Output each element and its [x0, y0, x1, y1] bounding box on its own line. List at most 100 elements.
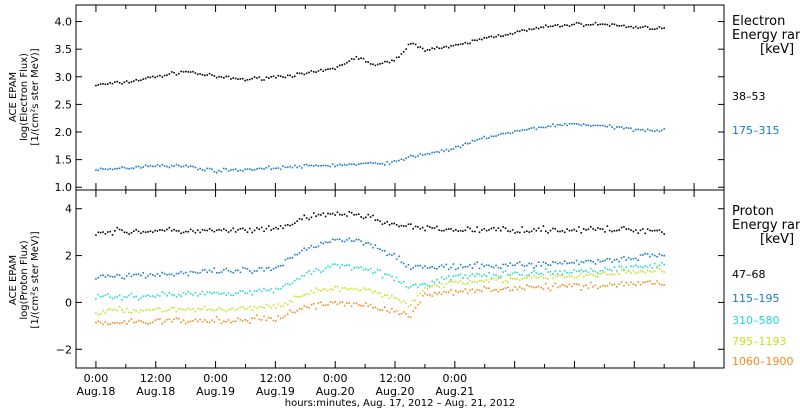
proton-data-point [272, 227, 275, 230]
proton-data-point [476, 261, 478, 263]
proton-data-point [310, 216, 313, 219]
proton-data-point [99, 231, 102, 234]
proton-data-point [372, 272, 374, 274]
proton-data-point [142, 295, 145, 298]
proton-data-point [637, 232, 639, 234]
proton-data-point [530, 272, 533, 274]
electron-data-point [601, 23, 604, 25]
proton-data-point [244, 267, 246, 270]
proton-data-point [521, 264, 523, 266]
electron-data-point [620, 126, 623, 128]
proton-data-point [381, 309, 384, 312]
electron-data-point [526, 30, 528, 32]
electron-data-point [284, 166, 287, 169]
proton-data-point [459, 229, 462, 232]
electron-data-point [327, 164, 329, 167]
proton-data-point [504, 270, 507, 272]
proton-data-point [315, 267, 317, 270]
electron-data-point [592, 124, 594, 127]
proton-data-point [457, 281, 459, 284]
proton-data-point [556, 230, 559, 233]
proton-data-point [589, 281, 592, 284]
proton-data-point [225, 294, 227, 297]
electron-data-point [407, 156, 410, 158]
proton-data-point [514, 264, 516, 266]
proton-data-point [133, 273, 135, 276]
proton-data-point [407, 315, 410, 318]
electron-data-point [114, 81, 116, 83]
electron-data-point [303, 73, 306, 76]
proton-data-point [111, 297, 114, 300]
electron-data-point [402, 159, 405, 161]
proton-data-point [620, 256, 623, 259]
proton-data-point [237, 307, 239, 310]
electron-data-point [476, 39, 478, 42]
proton-data-point [597, 276, 599, 278]
proton-data-point [535, 276, 538, 279]
proton-data-point [604, 231, 606, 233]
electron-data-point [346, 61, 348, 64]
proton-data-point [367, 213, 370, 216]
proton-data-point [104, 321, 107, 323]
proton-data-point [604, 271, 606, 274]
proton-data-point [625, 266, 628, 269]
proton-data-point [114, 275, 116, 278]
proton-data-point [466, 277, 469, 280]
proton-data-point [168, 318, 171, 320]
proton-data-point [346, 264, 348, 266]
proton-data-point [315, 307, 317, 310]
proton-data-point [137, 298, 140, 301]
proton-data-point [587, 259, 590, 262]
proton-data-point [379, 248, 381, 250]
electron-data-point [447, 46, 450, 49]
electron-data-point [121, 166, 123, 168]
proton-data-point [237, 269, 239, 272]
proton-data-point [137, 273, 140, 276]
proton-data-point [185, 293, 187, 295]
proton-data-point [213, 321, 216, 323]
proton-data-point [639, 265, 642, 268]
proton-data-point [393, 310, 396, 313]
proton-data-point [144, 276, 147, 279]
proton-data-point [379, 309, 381, 311]
electron-data-point [450, 45, 452, 47]
electron-data-point [642, 128, 644, 131]
proton-data-point [554, 261, 557, 264]
proton-data-point [589, 273, 592, 275]
electron-ytick-label: 1.5 [55, 154, 73, 167]
electron-data-point [436, 150, 438, 153]
proton-data-point [303, 274, 306, 277]
proton-data-point [514, 278, 516, 280]
electron-data-point [452, 44, 455, 47]
proton-data-point [526, 230, 528, 233]
electron-data-point [270, 168, 272, 171]
electron-data-point [230, 169, 232, 171]
proton-data-point [161, 271, 164, 274]
proton-data-point [421, 266, 424, 269]
electron-data-point [222, 167, 225, 170]
proton-data-point [154, 296, 156, 298]
proton-data-point [279, 317, 282, 320]
electron-data-point [142, 78, 145, 80]
proton-data-point [362, 217, 365, 220]
proton-data-point [308, 218, 310, 221]
electron-data-point [182, 71, 185, 73]
proton-data-point [227, 269, 230, 272]
proton-data-point [289, 299, 291, 302]
electron-data-point [388, 163, 391, 165]
proton-data-point [507, 265, 509, 267]
proton-data-point [594, 284, 597, 287]
electron-data-point [587, 124, 590, 127]
proton-data-point [270, 317, 272, 319]
electron-data-point [339, 64, 341, 67]
electron-data-point [317, 70, 320, 72]
proton-data-point [400, 224, 403, 227]
electron-data-point [376, 163, 379, 165]
electron-data-point [204, 169, 206, 172]
electron-data-point [530, 28, 533, 31]
proton-data-point [386, 273, 388, 276]
electron-data-point [189, 71, 192, 73]
proton-data-point [331, 301, 334, 304]
electron-data-point [97, 169, 100, 172]
